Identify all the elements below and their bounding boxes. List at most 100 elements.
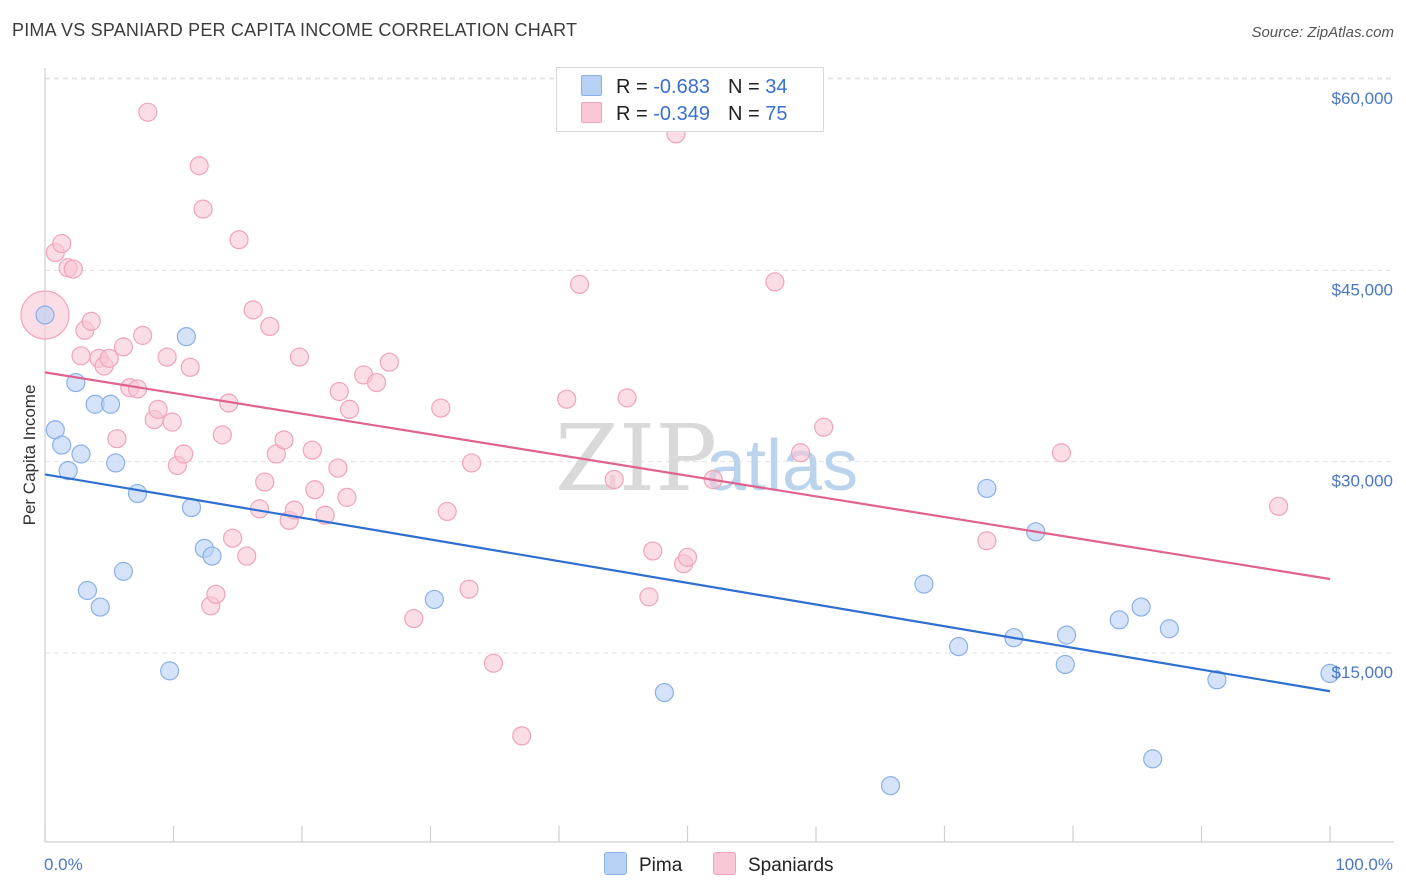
spaniard-point bbox=[193, 199, 213, 219]
spaniard-point bbox=[255, 472, 275, 492]
spaniards-r-value: -0.349 bbox=[653, 103, 710, 125]
spaniard-point bbox=[243, 300, 263, 320]
spaniard-point bbox=[138, 102, 158, 122]
y-axis-title: Per Capita Income bbox=[20, 385, 39, 526]
spaniard-point bbox=[237, 546, 257, 566]
spaniard-point bbox=[643, 541, 663, 561]
spaniard-point bbox=[639, 587, 659, 607]
chart-title: PIMA VS SPANIARD PER CAPITA INCOME CORRE… bbox=[12, 20, 578, 40]
trend-lines bbox=[44, 371, 1331, 693]
spaniard-point bbox=[157, 347, 177, 367]
spaniard-point bbox=[431, 398, 451, 418]
spaniard-point bbox=[337, 487, 357, 507]
legend-row-spaniards: R = -0.349 N = 75 bbox=[581, 102, 787, 128]
spaniard-point bbox=[189, 156, 209, 176]
pima-legend-swatch bbox=[604, 852, 627, 875]
spaniard-point bbox=[52, 233, 72, 254]
spaniard-point bbox=[366, 372, 387, 393]
spaniard-point bbox=[404, 608, 424, 629]
spaniard-point bbox=[339, 399, 360, 419]
correlation-legend: R = -0.683 N = 34 R = -0.349 N = 75 bbox=[556, 67, 824, 132]
chart-source: Source: ZipAtlas.com bbox=[1251, 24, 1394, 41]
spaniard-point bbox=[462, 453, 482, 473]
spaniard-point bbox=[180, 357, 200, 377]
spaniards-n-value: 75 bbox=[765, 103, 788, 125]
spaniard-point bbox=[617, 388, 637, 408]
pima-point bbox=[1207, 670, 1227, 690]
spaniard-point bbox=[604, 469, 624, 490]
pima-r-value: -0.683 bbox=[653, 76, 710, 98]
spaniard-point bbox=[329, 381, 349, 402]
spaniard-point bbox=[99, 348, 119, 368]
spaniard-point bbox=[437, 501, 457, 522]
spaniard-point bbox=[557, 389, 577, 409]
pima-point bbox=[424, 589, 444, 610]
spaniard-point bbox=[81, 311, 101, 331]
spaniard-point bbox=[274, 430, 294, 450]
spaniards-trend-line bbox=[44, 371, 1331, 581]
spaniard-point bbox=[315, 505, 335, 525]
spaniard-point bbox=[765, 272, 785, 292]
pima-point bbox=[880, 776, 901, 796]
series-legend: Pima Spaniards bbox=[0, 852, 1406, 878]
spaniard-point bbox=[1051, 443, 1072, 463]
pima-trend-line bbox=[44, 473, 1331, 693]
pima-point bbox=[1109, 610, 1129, 630]
pima-point bbox=[914, 574, 934, 594]
pima-point bbox=[977, 478, 997, 499]
y-tick-label: $30,000 bbox=[1332, 472, 1393, 491]
spaniard-point bbox=[512, 726, 532, 746]
pima-point bbox=[113, 561, 133, 581]
pima-point bbox=[1131, 597, 1151, 617]
x-tick-label: 100.0% bbox=[1335, 855, 1393, 874]
y-tick-label: $15,000 bbox=[1332, 663, 1393, 682]
spaniard-point bbox=[814, 417, 834, 437]
spaniard-point bbox=[483, 653, 504, 673]
spaniard-point bbox=[229, 230, 249, 250]
spaniard-point bbox=[162, 412, 182, 432]
axis-layer bbox=[44, 68, 1394, 843]
pima-point bbox=[35, 305, 55, 325]
grid-layer bbox=[45, 77, 1394, 654]
pima-point bbox=[1320, 663, 1340, 684]
y-tick-label: $45,000 bbox=[1332, 280, 1393, 299]
pima-point bbox=[71, 444, 91, 464]
pima-point bbox=[160, 661, 180, 681]
legend-row-pima: R = -0.683 N = 34 bbox=[581, 75, 787, 101]
spaniard-point bbox=[379, 352, 399, 372]
spaniards-swatch bbox=[581, 102, 602, 123]
pima-point bbox=[176, 327, 196, 347]
spaniard-point bbox=[305, 480, 325, 500]
spaniard-point bbox=[113, 337, 133, 357]
pima-point bbox=[52, 435, 72, 455]
pima-point bbox=[90, 597, 110, 617]
tick-labels: $15,000 $30,000 $45,000 $60,000 0.0% 100.0% bbox=[44, 89, 1393, 874]
x-tick-label: 0.0% bbox=[44, 855, 83, 874]
legend-item-spaniards: Spaniards bbox=[713, 852, 834, 877]
spaniard-point bbox=[212, 425, 232, 445]
spaniards-legend-swatch bbox=[713, 852, 736, 875]
pima-point bbox=[1159, 619, 1179, 639]
pima-point bbox=[127, 483, 148, 504]
spaniard-point bbox=[223, 528, 243, 548]
spaniard-point bbox=[459, 579, 479, 599]
spaniard-point bbox=[63, 259, 83, 279]
pima-point bbox=[1055, 654, 1075, 675]
spaniard-point bbox=[328, 458, 348, 478]
spaniard-point bbox=[977, 531, 997, 551]
spaniard-point bbox=[107, 429, 127, 449]
spaniards-points bbox=[20, 102, 1289, 746]
spaniard-point bbox=[302, 440, 322, 460]
pima-n-value: 34 bbox=[765, 76, 788, 98]
pima-points bbox=[35, 305, 1340, 796]
pima-point bbox=[77, 580, 98, 601]
spaniard-point bbox=[569, 274, 590, 294]
watermark-atlas: atlas bbox=[706, 426, 858, 506]
spaniard-point bbox=[206, 584, 226, 604]
pima-point bbox=[100, 394, 121, 414]
spaniard-point bbox=[289, 347, 310, 367]
spaniard-point bbox=[174, 444, 194, 464]
spaniard-point bbox=[148, 399, 168, 419]
pima-point bbox=[654, 682, 674, 703]
